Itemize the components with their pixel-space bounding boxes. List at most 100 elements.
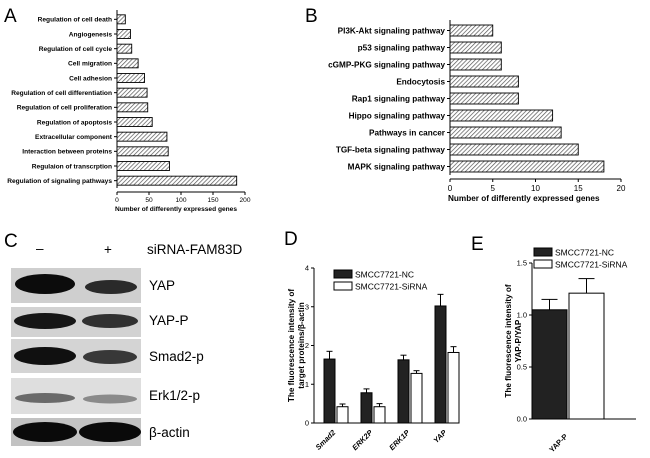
blot-label-yap: YAP (149, 278, 175, 293)
bar (449, 75, 519, 88)
legend-swatch (333, 281, 353, 291)
category-label: Regulation of signaling pathways (7, 178, 112, 185)
y-tick-label: 4 (305, 264, 309, 273)
band-yap-control (15, 274, 75, 294)
bar (116, 117, 153, 127)
x-tick-label: 5 (491, 184, 496, 193)
legend-swatch (333, 269, 353, 279)
y-tick-label: 3 (305, 302, 309, 311)
category-label: Regulaion of transcrption (32, 163, 112, 170)
band-smad2-p-sirna (83, 350, 137, 364)
x-tick-label: 150 (207, 197, 218, 204)
legend-swatch (533, 247, 553, 257)
band-erk12-p-sirna (83, 394, 137, 404)
category-label: Regulation of cell proliferation (17, 105, 112, 112)
bar (116, 87, 148, 98)
bar (336, 406, 349, 424)
chart-a: Regulation of cell death Angiogenesis Regu… (7, 10, 251, 213)
x-tick-label: 100 (175, 197, 186, 204)
legend-swatch (533, 259, 553, 269)
y-tick-label: 0.5 (517, 363, 527, 372)
bar (447, 351, 460, 424)
y-axis-title: YAP-P/YAP (514, 319, 523, 362)
bar (373, 406, 386, 424)
legend-label: SMCC7721-SiRNA (355, 282, 428, 292)
y-axis-title: target proteins/β-actin (297, 302, 306, 388)
x-tick-label: ERK1P (387, 427, 412, 452)
band-erk12-p-control (15, 393, 75, 403)
bar (116, 131, 168, 142)
chart-b: PI3K-Akt signaling pathway p53 signaling … (328, 20, 626, 203)
y-tick-label: 0 (305, 419, 309, 428)
blot-label-erk12-p: Erk1/2-p (149, 388, 200, 403)
blot-label-smad2-p: Smad2-p (149, 349, 204, 364)
bar (116, 14, 126, 25)
category-label: Cell migration (68, 61, 112, 68)
chart-d: 0 1 2 3 4 Smad2 ERK2P ERK1P YAP SMCC7721-NC SMCC77… (287, 264, 460, 452)
bar (360, 392, 373, 424)
x-tick-label: 15 (574, 184, 583, 193)
band-yap-p-sirna (82, 314, 138, 328)
band-beta-actin-control (13, 422, 77, 442)
y-tick-label: 0.0 (517, 415, 527, 424)
y-tick-label: 1 (305, 380, 309, 389)
bar (434, 305, 447, 424)
bar (568, 292, 605, 420)
bar (449, 24, 494, 37)
x-tick-label: 10 (531, 184, 540, 193)
bar (116, 43, 133, 54)
bar (531, 309, 568, 420)
bar (116, 146, 169, 157)
category-label: Rap1 signaling pathway (352, 94, 446, 103)
category-label: PI3K-Akt signaling pathway (338, 26, 446, 35)
x-axis-title: Number of differently expressed genes (448, 194, 600, 203)
treatment-label: siRNA-FAM83D (147, 242, 243, 257)
bar (410, 372, 423, 424)
chart-e: 0.0 0.5 1.0 1.5 YAP-P SMCC7721-NC SMCC7721-SiR… (504, 247, 636, 454)
band-beta-actin-sirna (79, 422, 141, 442)
legend-label: SMCC7721-NC (555, 248, 614, 258)
category-label: p53 signaling pathway (358, 43, 446, 52)
category-label: cGMP-PKG signaling pathway (328, 60, 445, 69)
x-tick-label: 20 (617, 184, 626, 193)
category-label: Angiogenesis (69, 31, 113, 38)
bar (116, 73, 145, 83)
blot-label-beta-actin: β-actin (149, 425, 190, 440)
x-tick-label: 0 (115, 197, 119, 204)
category-label: Endocytosis (396, 77, 445, 86)
x-axis-title: Number of differently expressed genes (115, 206, 237, 213)
bar (449, 92, 519, 105)
x-tick-label: 50 (145, 197, 153, 204)
band-yap-p-control (14, 313, 76, 329)
panel-letter-b: B (305, 6, 318, 27)
bar (449, 58, 502, 71)
bar (116, 29, 131, 39)
bar (323, 358, 336, 424)
western-blot: – + siRNA-FAM83D YAP YAP-P Smad2-p Erk1/… (11, 241, 243, 446)
bar (116, 175, 238, 186)
bar (116, 161, 170, 171)
y-axis-title: The fluorescence intensity of (504, 284, 513, 398)
x-tick-label: ERK2P (350, 427, 375, 452)
bar (116, 102, 149, 113)
x-tick-label: YAP (432, 427, 450, 445)
panel-letter-a: A (4, 6, 17, 27)
lane-sirna-label: + (104, 242, 112, 257)
panel-letter-c: C (4, 231, 18, 252)
category-label: Regulation of apoptosis (37, 119, 112, 126)
band-smad2-p-control (14, 347, 76, 365)
category-label: MAPK signaling pathway (348, 162, 446, 171)
band-yap-sirna (85, 280, 137, 294)
x-tick-label: 0 (448, 184, 453, 193)
y-tick-label: 1.5 (517, 259, 527, 268)
bar (116, 58, 139, 69)
bar (449, 160, 605, 173)
bar (397, 359, 410, 424)
x-tick-label: 200 (239, 197, 250, 204)
category-label: Regulation of cell death (38, 17, 112, 24)
x-tick-label: YAP-P (547, 432, 569, 454)
blot-label-yap-p: YAP-P (149, 313, 189, 328)
y-axis-title: The fluorescence intensity of (287, 289, 296, 403)
category-label: Hippo signaling pathway (349, 111, 446, 120)
